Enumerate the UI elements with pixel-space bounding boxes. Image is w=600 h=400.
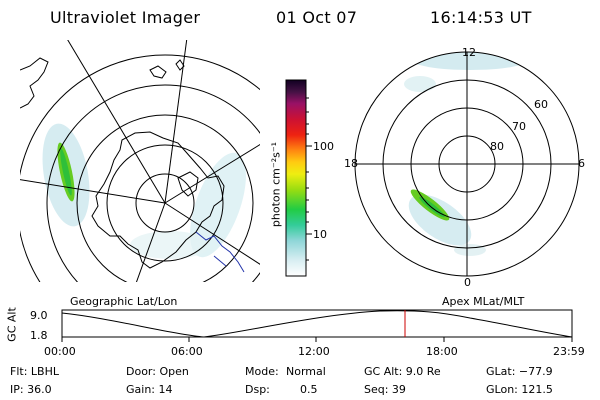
dsp-label: Dsp: [245, 383, 270, 396]
lat-label-70: 70 [512, 120, 526, 133]
dsp-value: 0.5 [300, 383, 318, 396]
time-readout: 16:14:53 UT [430, 8, 532, 27]
gc-xtick-1800: 18:00 [426, 345, 458, 358]
instrument-title: Ultraviolet Imager [50, 8, 201, 27]
ip-readout: IP: 36.0 [10, 383, 52, 396]
gc-altitude-curve [61, 310, 573, 338]
mode-value: Normal [286, 365, 326, 378]
mlt-label-18: 18 [344, 157, 358, 170]
colorbar-tick-10: 10 [313, 228, 327, 241]
gc-alt-readout: GC Alt: 9.0 Re [364, 365, 441, 378]
gc-xtick-0600: 06:00 [171, 345, 203, 358]
glat-readout: GLat: −77.9 [486, 365, 553, 378]
colorbar [285, 79, 312, 277]
mlt-label-0: 0 [464, 276, 471, 289]
gc-xtick-2359: 23:59 [553, 345, 585, 358]
apex-caption: Apex MLat/MLT [442, 295, 525, 308]
mlt-label-12: 12 [462, 46, 476, 59]
gc-xtick-1200: 12:00 [298, 345, 330, 358]
gc-alt-axis-label: GC Alt [5, 307, 19, 342]
apex-map [354, 51, 580, 277]
diffuse-emission-east [190, 152, 246, 258]
coastline-south-america [195, 231, 245, 273]
door-readout: Door: Open [126, 365, 189, 378]
gc-xtick-0000: 00:00 [44, 345, 76, 358]
gc-ytick-9: 9.0 [30, 309, 48, 322]
geographic-caption: Geographic Lat/Lon [70, 295, 178, 308]
lat-label-60: 60 [534, 98, 548, 111]
filter-readout: Flt: LBHL [10, 365, 59, 378]
mode-label: Mode: [245, 365, 279, 378]
coastline-antarctica [91, 131, 225, 269]
coastline-upper [20, 57, 49, 109]
seq-readout: Seq: 39 [364, 383, 406, 396]
glon-readout: GLon: 121.5 [486, 383, 553, 396]
date-readout: 01 Oct 07 [276, 8, 358, 27]
gc-ytick-1-8: 1.8 [30, 329, 48, 342]
geographic-map [20, 40, 260, 282]
gc-altitude-plot [61, 309, 573, 342]
mlt-label-6: 6 [578, 157, 585, 170]
colorbar-tick-100: 100 [313, 140, 334, 153]
colorbar-unit-label: photon cm⁻²s⁻¹ [269, 141, 283, 228]
lat-label-80: 80 [490, 140, 504, 153]
gain-readout: Gain: 14 [126, 383, 173, 396]
